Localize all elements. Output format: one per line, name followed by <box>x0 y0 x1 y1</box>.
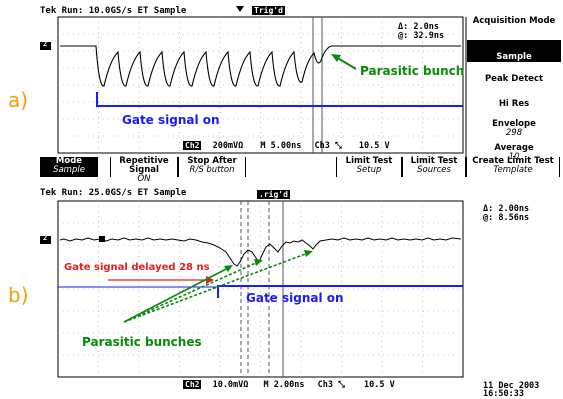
panel-b-label: b) <box>8 283 29 307</box>
bottom-button-limit-test-setup[interactable]: Limit Test Setup <box>336 157 402 177</box>
panel-b-trig-tag: Trig'd <box>257 190 290 199</box>
panel-b-delta: Δ: 2.00ns <box>483 204 530 214</box>
panel-b-trace <box>59 237 462 267</box>
panel-a-status-time: M 5.00ns <box>260 141 302 151</box>
panel-a-header: Tek Run: 10.0GS/s ET Sample <box>40 6 187 16</box>
menu-acquisition-mode: Acquisition Mode <box>467 17 561 39</box>
panel-b-graticule <box>57 190 464 378</box>
panel-a-gate-label: Gate signal on <box>122 113 220 127</box>
panel-b-status: Ch2 10.0mVΩ M 2.00ns Ch3 ⤡ 10.5 V <box>183 380 395 390</box>
panel-a-label: a) <box>8 88 29 112</box>
panel-a-status-trig-ch: Ch3 ⤡ <box>314 141 342 151</box>
panel-b-status-trig-lvl: 10.5 V <box>364 380 395 390</box>
menu-sample[interactable]: Sample <box>467 40 561 62</box>
panel-a-status: Ch2 200mVΩ M 5.00ns Ch3 ⤡ 10.5 V <box>183 141 390 151</box>
panel-a-trig-tag: Trig'd <box>252 6 285 15</box>
panel-a-at: @: 32.9ns <box>398 31 445 41</box>
panel-a-graticule <box>57 6 464 154</box>
bottom-button-repetitive-signal[interactable]: Repetitive Signal ON <box>110 157 178 184</box>
panel-a-delta: Δ: 2.0ns <box>398 22 439 32</box>
menu-envelope[interactable]: Envelope 298 <box>467 110 561 138</box>
panel-a-status-ch: Ch2 <box>183 141 202 150</box>
menu-hi-res[interactable]: Hi Res <box>467 88 561 110</box>
bottom-button-create-template[interactable]: Create Limit Test Template <box>466 157 560 177</box>
menu-average[interactable]: Average 10 <box>467 138 561 162</box>
panel-b-status-ch: Ch2 <box>183 380 202 389</box>
panel-b-status-volts: 10.0mVΩ <box>212 380 249 390</box>
panel-b-date: 11 Dec 2003 <box>483 381 540 391</box>
panel-b-status-time: M 2.00ns <box>263 380 305 390</box>
panel-b-gate-label: Gate signal on <box>246 291 344 305</box>
panel-b-header: Tek Run: 25.0GS/s ET Sample <box>40 188 187 198</box>
bottom-button-mode[interactable]: Mode Sample <box>40 157 98 177</box>
bottom-button-limit-test-sources[interactable]: Limit Test Sources <box>402 157 466 177</box>
panel-a-trace <box>60 45 461 87</box>
panel-a-gate-line <box>96 92 463 107</box>
panel-b-delayed-label: Gate signal delayed 28 ns <box>64 262 210 273</box>
panel-b-time: 16:50:33 <box>483 389 524 399</box>
panel-b-at: @: 8.56ns <box>483 213 530 223</box>
panel-a-status-trig-lvl: 10.5 V <box>358 141 390 151</box>
menu-peak-detect[interactable]: Peak Detect <box>467 63 561 85</box>
bottom-button-stop-after[interactable]: Stop After R/S button <box>178 157 246 177</box>
panel-a-parasitic-label: Parasitic bunch <box>360 64 465 78</box>
panel-a-ch-marker: 2 <box>43 40 48 48</box>
panel-a-status-volts: 200mVΩ <box>212 141 244 151</box>
panel-b-ch-marker: 2 <box>43 234 48 242</box>
panel-b-parasitic-label: Parasitic bunches <box>82 335 202 349</box>
panel-b-status-trig-ch: Ch3 ⤡ <box>317 380 345 390</box>
